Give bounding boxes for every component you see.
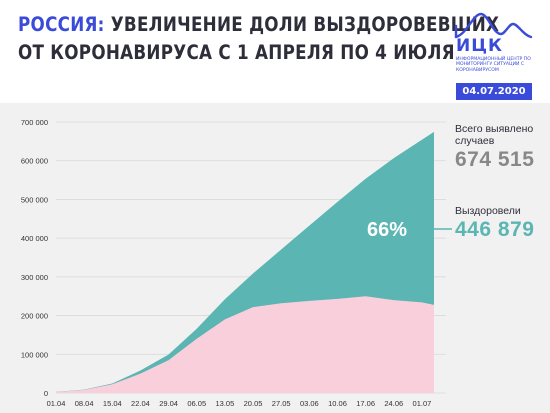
logo-mountain-icon (454, 12, 533, 39)
y-tick-label: 600 000 (21, 157, 48, 166)
y-tick-label: 200 000 (21, 312, 48, 321)
logo-text: ИЦК (456, 36, 503, 56)
x-tick-label: 29.04 (159, 399, 178, 408)
header: РОССИЯ: УВЕЛИЧЕНИЕ ДОЛИ ВЫЗДОРОВЕВШИХ ОТ… (0, 0, 550, 103)
total-cases-label: Всего выявлено случаев (455, 123, 534, 147)
y-tick-label: 500 000 (21, 195, 48, 204)
title-line-1-text: УВЕЛИЧЕНИЕ ДОЛИ ВЫЗДОРОВЕВШИХ (104, 13, 500, 36)
x-tick-label: 13.05 (216, 399, 235, 408)
x-tick-label: 17.06 (356, 399, 375, 408)
y-tick-label: 0 (44, 389, 48, 398)
y-tick-label: 100 000 (21, 350, 48, 359)
x-tick-label: 08.04 (75, 399, 94, 408)
share-label: 66% (367, 219, 407, 241)
total-cases-value: 674 515 (455, 148, 535, 171)
y-tick-label: 300 000 (21, 273, 48, 282)
logo-subtitle: ИНФОРМАЦИОННЫЙ ЦЕНТР ПО МОНИТОРИНГУ СИТУ… (456, 57, 531, 73)
title-line-1: РОССИЯ: УВЕЛИЧЕНИЕ ДОЛИ ВЫЗДОРОВЕВШИХ (18, 13, 499, 36)
y-tick-labels: 0 100 000 200 000 300 000 400 000 500 000 600 … (21, 118, 48, 398)
recovered-label: Выздоровели (455, 205, 521, 217)
annotations: 66% (367, 219, 452, 241)
x-tick-labels: 01.04 08.04 15.04 22.04 29.04 06.05 13.05 20.05… (47, 399, 432, 408)
x-tick-label: 01.07 (413, 399, 432, 408)
x-tick-label: 20.05 (244, 399, 263, 408)
x-tick-label: 15.04 (103, 399, 122, 408)
chart-areas (56, 131, 434, 393)
date-badge: 04.07.2020 (456, 83, 532, 100)
title-accent: РОССИЯ: (18, 13, 105, 36)
title-line-2: ОТ КОРОНАВИРУСА С 1 АПРЕЛЯ ПО 4 ИЮЛЯ (18, 41, 455, 64)
x-tick-label: 01.04 (47, 399, 66, 408)
x-tick-label: 22.04 (131, 399, 150, 408)
x-tick-label: 27.05 (272, 399, 291, 408)
y-tick-label: 400 000 (21, 234, 48, 243)
x-tick-label: 10.06 (328, 399, 347, 408)
x-tick-label: 06.05 (187, 399, 206, 408)
series-lower-area (56, 296, 434, 393)
recovered-value: 446 879 (455, 218, 535, 241)
y-tick-label: 700 000 (21, 118, 48, 127)
x-tick-label: 24.06 (384, 399, 403, 408)
x-tick-label: 03.06 (300, 399, 319, 408)
